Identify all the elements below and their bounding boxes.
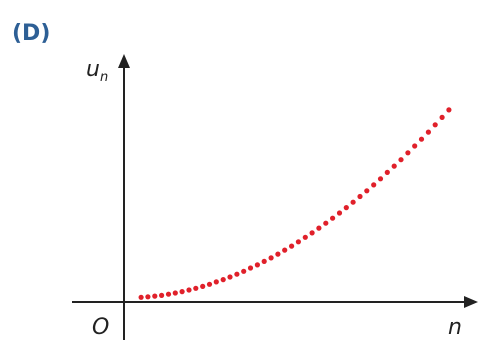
data-point-35	[377, 176, 384, 182]
data-point-40	[412, 143, 418, 149]
data-point-3	[159, 292, 165, 298]
data-point-42	[425, 129, 431, 135]
x-axis-arrow-icon	[464, 296, 478, 308]
data-point-16	[247, 265, 254, 271]
data-point-0	[138, 294, 144, 300]
data-point-19	[268, 255, 274, 261]
data-point-32	[357, 193, 363, 200]
y-axis-label-subscript: n	[100, 70, 108, 85]
data-point-45	[446, 107, 452, 113]
data-point-9	[200, 283, 206, 289]
data-point-26	[316, 225, 322, 231]
data-point-6	[179, 289, 185, 295]
data-point-30	[343, 205, 349, 211]
data-point-21	[282, 247, 288, 253]
data-point-41	[418, 136, 425, 142]
data-point-31	[350, 199, 356, 205]
data-point-8	[193, 285, 199, 291]
y-axis-label-main: u	[86, 57, 100, 82]
origin-label: O	[92, 315, 109, 340]
data-point-25	[309, 230, 315, 236]
y-axis-label: un	[86, 57, 108, 85]
data-point-5	[172, 290, 178, 296]
data-points	[138, 107, 452, 300]
y-axis-arrow-icon	[118, 54, 130, 68]
data-point-29	[336, 210, 343, 216]
data-point-44	[439, 114, 445, 120]
data-point-18	[261, 258, 267, 264]
data-point-17	[254, 262, 260, 268]
x-axis-label: n	[448, 315, 462, 340]
data-point-20	[275, 251, 281, 257]
data-point-15	[241, 268, 247, 274]
data-point-23	[295, 239, 301, 245]
data-point-43	[432, 122, 438, 128]
data-point-28	[330, 215, 336, 221]
data-point-10	[206, 281, 213, 287]
data-point-14	[234, 271, 240, 277]
panel-label: (D)	[12, 21, 50, 46]
data-point-12	[220, 277, 226, 283]
data-point-11	[213, 279, 219, 285]
data-point-24	[302, 234, 308, 240]
data-point-4	[165, 291, 172, 297]
data-point-39	[405, 150, 411, 156]
data-point-34	[371, 182, 377, 188]
data-point-1	[145, 294, 151, 300]
data-point-27	[323, 220, 329, 226]
data-point-36	[384, 169, 390, 175]
data-point-7	[186, 287, 192, 293]
data-point-22	[289, 243, 295, 249]
data-point-38	[398, 157, 404, 163]
data-point-37	[391, 163, 397, 169]
data-point-13	[227, 274, 233, 280]
data-point-2	[152, 293, 158, 299]
data-point-33	[364, 188, 370, 194]
